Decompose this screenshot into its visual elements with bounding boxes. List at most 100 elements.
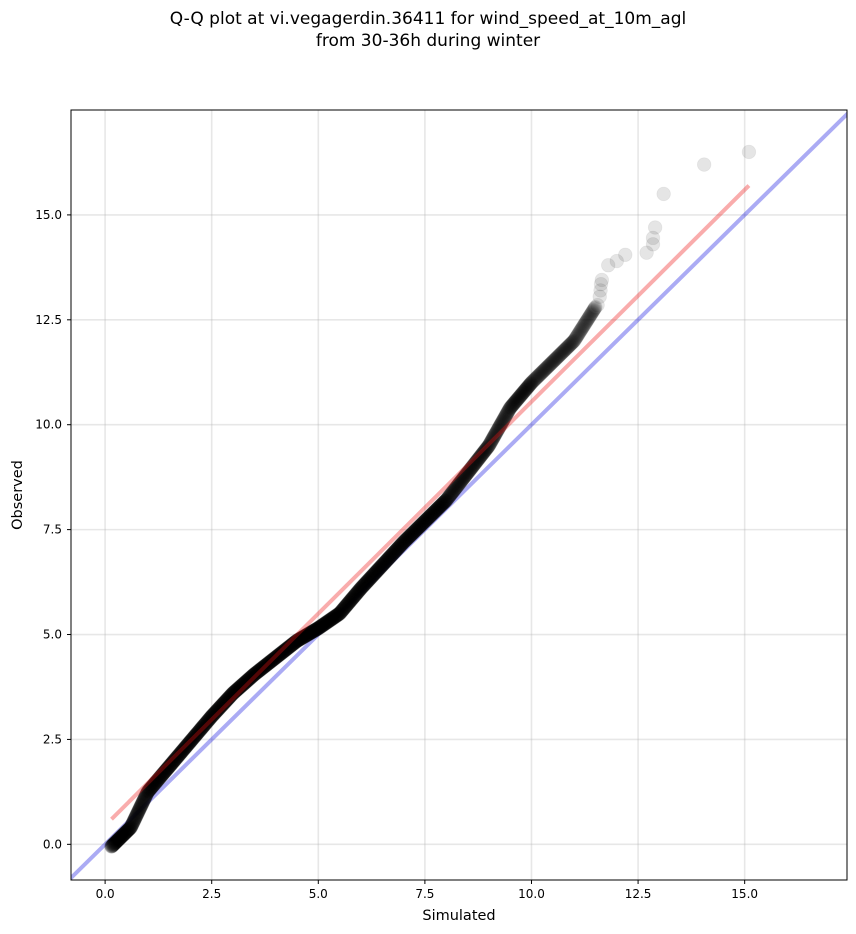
qq-point <box>239 674 254 689</box>
qq-point <box>464 460 480 475</box>
qq-point <box>217 695 232 710</box>
qq-point <box>378 553 394 569</box>
qq-point <box>262 655 277 670</box>
qq-point <box>312 620 327 635</box>
qq-point <box>240 673 255 688</box>
qq-point <box>144 780 159 795</box>
qq-point <box>398 532 414 548</box>
qq-point <box>483 435 498 451</box>
qq-point <box>317 616 333 631</box>
qq-point <box>439 492 455 507</box>
qq-point <box>584 306 599 321</box>
qq-point <box>536 363 551 379</box>
qq-point <box>514 387 529 402</box>
qq-point <box>532 367 547 382</box>
qq-point <box>441 489 457 504</box>
qq-point <box>493 418 508 433</box>
qq-point <box>459 466 475 481</box>
qq-point <box>279 641 294 657</box>
qq-point <box>139 786 154 802</box>
qq-point <box>415 515 431 531</box>
qq-point <box>501 403 516 418</box>
qq-point <box>477 443 492 459</box>
qq-point <box>529 370 544 386</box>
qq-point <box>435 496 451 511</box>
qq-point <box>395 536 410 551</box>
qq-point <box>164 756 180 771</box>
qq-point <box>378 554 393 569</box>
qq-point <box>275 644 291 659</box>
qq-point <box>174 744 189 759</box>
qq-point <box>316 617 331 632</box>
qq-point <box>450 477 466 493</box>
qq-point <box>469 454 484 469</box>
qq-point <box>381 551 396 566</box>
qq-point <box>578 315 594 330</box>
qq-point <box>300 627 316 642</box>
qq-point <box>506 396 522 411</box>
qq-point <box>566 334 581 349</box>
qq-point <box>526 373 542 388</box>
qq-point <box>119 823 135 839</box>
qq-point <box>468 455 483 471</box>
qq-point <box>393 538 408 553</box>
qq-point <box>288 634 304 649</box>
qq-point <box>488 425 504 441</box>
qq-point <box>382 550 397 565</box>
qq-point <box>537 362 552 377</box>
qq-point <box>233 679 248 694</box>
qq-point <box>475 445 491 461</box>
qq-point <box>601 258 616 273</box>
qq-point <box>389 542 405 557</box>
qq-point <box>237 675 253 690</box>
qq-point <box>471 451 486 466</box>
qq-point <box>157 765 172 780</box>
qq-point <box>480 440 495 455</box>
qq-point <box>399 531 415 547</box>
qq-point <box>154 768 169 784</box>
qq-point <box>176 742 191 757</box>
qq-point <box>497 411 512 426</box>
qq-point <box>453 474 468 489</box>
qq-point <box>344 591 360 607</box>
qq-point <box>134 797 149 812</box>
qq-point <box>326 610 342 625</box>
qq-point <box>152 771 167 786</box>
qq-point <box>136 793 151 808</box>
qq-point <box>151 772 166 787</box>
qq-point <box>445 485 460 500</box>
qq-point <box>231 680 246 696</box>
qq-point <box>165 754 181 770</box>
qq-point <box>428 503 443 519</box>
qq-point <box>192 723 208 738</box>
qq-point <box>163 757 179 772</box>
qq-point <box>162 758 178 773</box>
qq-point <box>336 601 351 617</box>
qq-point <box>581 310 596 326</box>
qq-point <box>304 624 319 640</box>
qq-point <box>198 715 214 731</box>
qq-point <box>384 548 399 563</box>
qq-point <box>332 605 348 621</box>
qq-point <box>430 501 445 517</box>
qq-point <box>584 305 600 320</box>
qq-point <box>158 763 174 778</box>
qq-point <box>106 837 121 852</box>
qq-point <box>132 802 147 817</box>
qq-point <box>279 641 295 656</box>
qq-point <box>249 665 264 680</box>
qq-point <box>475 446 490 461</box>
qq-point <box>148 775 163 790</box>
qq-point <box>338 599 353 614</box>
qq-point <box>410 520 426 536</box>
qq-point <box>271 647 287 663</box>
qq-point <box>521 379 536 394</box>
qq-point <box>432 499 447 514</box>
qq-point <box>541 358 556 374</box>
qq-point <box>184 732 199 748</box>
qq-point <box>424 507 439 523</box>
qq-point <box>210 702 226 717</box>
qq-point <box>269 649 284 664</box>
qq-point <box>258 658 273 673</box>
qq-point <box>513 388 528 403</box>
